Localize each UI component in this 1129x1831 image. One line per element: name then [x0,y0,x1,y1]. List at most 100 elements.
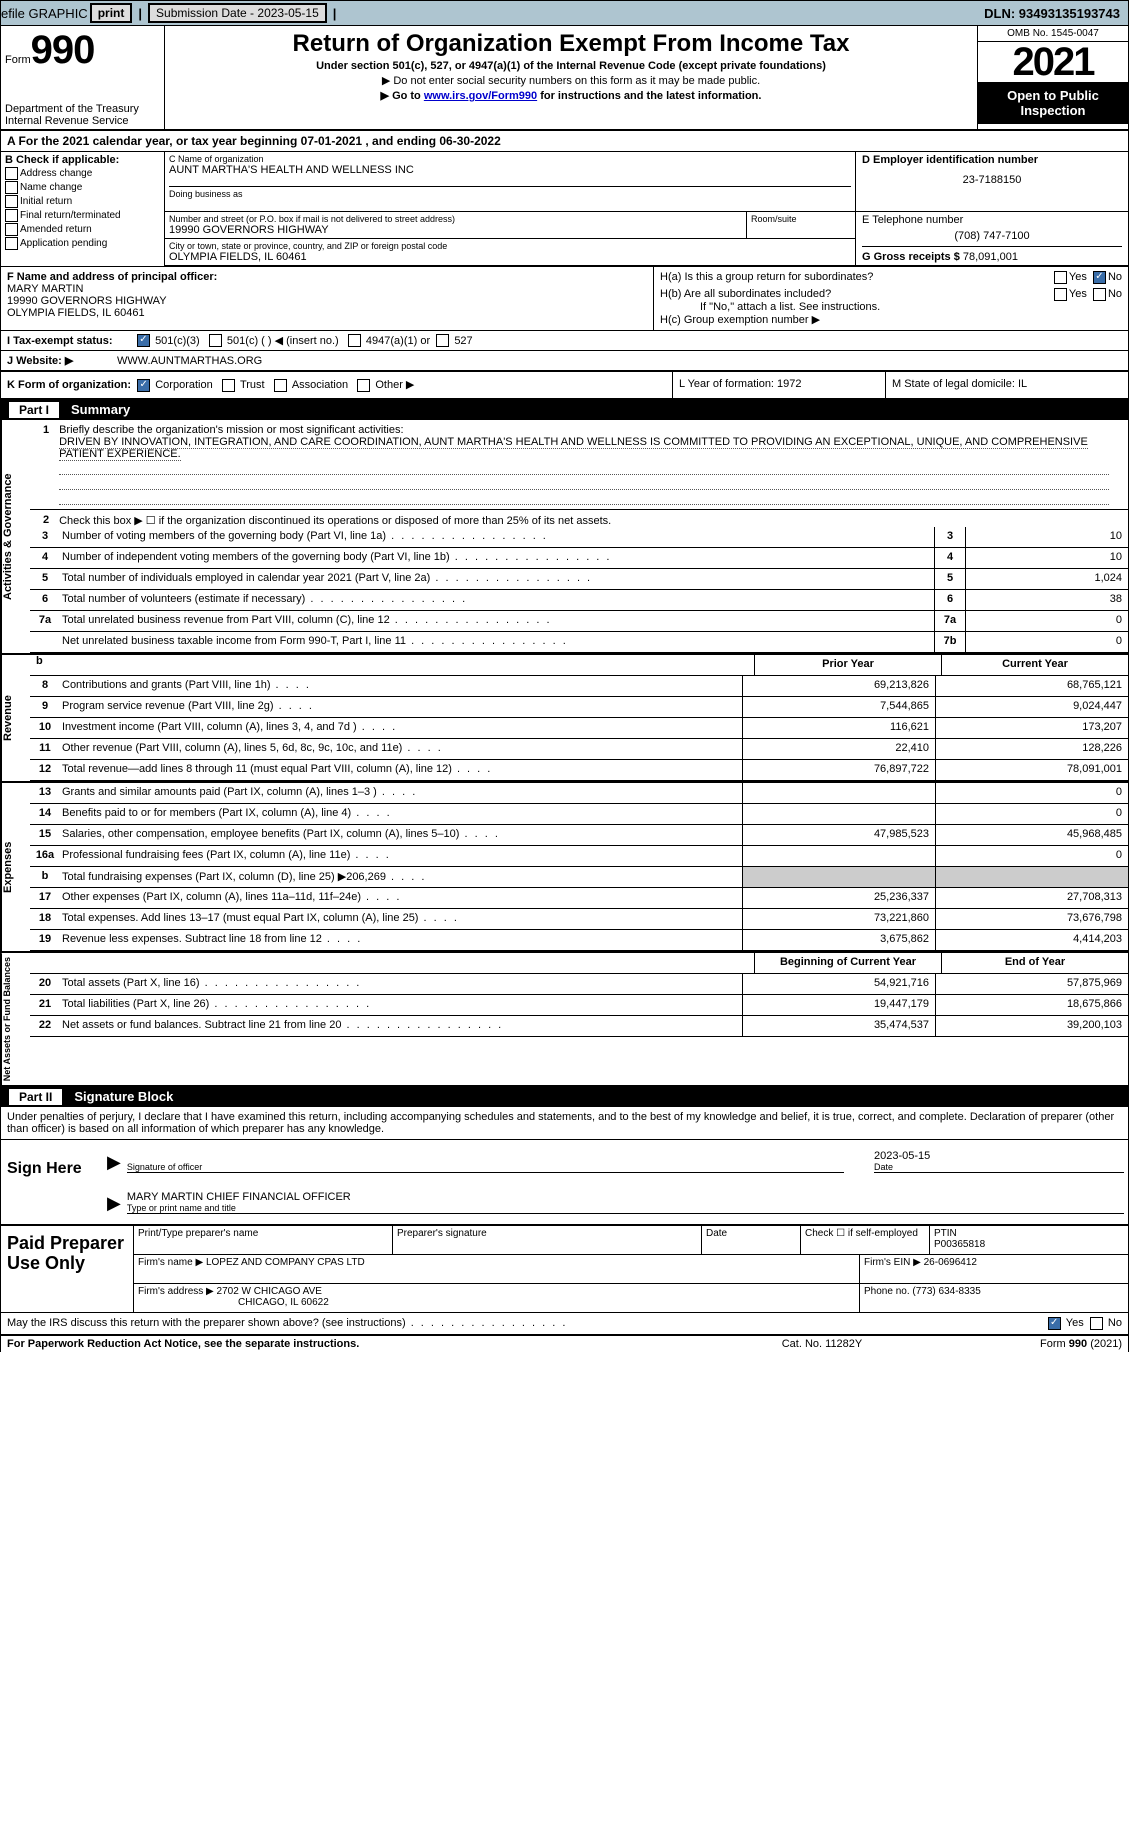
gross-receipts-label: G Gross receipts $ [862,251,960,263]
vtab-expenses: Expenses [1,783,30,951]
note-ssn: ▶ Do not enter social security numbers o… [171,74,971,87]
vtab-netassets: Net Assets or Fund Balances [1,953,30,1085]
netassets-row: 22Net assets or fund balances. Subtract … [30,1016,1128,1037]
checkbox-ha-no[interactable] [1093,271,1106,284]
phone-caption: E Telephone number [862,214,1122,226]
print-button[interactable]: print [90,3,133,23]
eoy-header: End of Year [941,953,1128,973]
form-footer: Form 990 (2021) [922,1338,1122,1350]
prior-year-header: Prior Year [754,655,941,675]
summary-row: 4Number of independent voting members of… [30,548,1128,569]
gross-receipts-value: 78,091,001 [963,251,1018,263]
sig-arrow-icon-2: ▶ [107,1193,121,1214]
checkbox-527[interactable] [436,334,449,347]
period-row: A For the 2021 calendar year, or tax yea… [1,131,1128,152]
h-b-label: H(b) Are all subordinates included? [660,288,1054,301]
firm-phone: (773) 634-8335 [912,1286,980,1297]
netassets-row: 20Total assets (Part X, line 16)54,921,7… [30,974,1128,995]
city-caption: City or town, state or province, country… [169,241,447,251]
summary-row: 5Total number of individuals employed in… [30,569,1128,590]
officer-name-label: Type or print name and title [127,1203,236,1213]
firm-ein-label: Firm's EIN ▶ [864,1257,921,1268]
sig-arrow-icon: ▶ [107,1152,121,1173]
org-name: AUNT MARTHA'S HEALTH AND WELLNESS INC [169,164,851,176]
checkbox-hb-no[interactable] [1093,288,1106,301]
street-value: 19990 GOVERNORS HIGHWAY [169,224,329,236]
dba-caption: Doing business as [169,186,851,199]
tax-year: 2021 [978,42,1128,82]
prep-name-label: Print/Type preparer's name [134,1226,393,1254]
h-c-label: H(c) Group exemption number ▶ [660,313,1122,326]
checkbox-corp[interactable] [137,379,150,392]
ein-caption: D Employer identification number [862,154,1122,166]
checkbox-discuss-no[interactable] [1090,1317,1103,1330]
tax-exempt-label: I Tax-exempt status: [7,335,137,347]
expense-row: 13Grants and similar amounts paid (Part … [30,783,1128,804]
expense-row: 19Revenue less expenses. Subtract line 1… [30,930,1128,951]
checkbox-discuss-yes[interactable] [1048,1317,1061,1330]
firm-name: LOPEZ AND COMPANY CPAS LTD [206,1257,365,1268]
officer-addr1: 19990 GOVERNORS HIGHWAY [7,295,167,307]
revenue-row: 12Total revenue—add lines 8 through 11 (… [30,760,1128,781]
q2-label: Check this box ▶ ☐ if the organization d… [59,514,1109,527]
checkbox-trust[interactable] [222,379,235,392]
checkbox-ha-yes[interactable] [1054,271,1067,284]
checkbox-app-pending[interactable] [5,237,18,250]
checkbox-501c[interactable] [209,334,222,347]
checkbox-initial-return[interactable] [5,195,18,208]
ein-value: 23-7188150 [862,174,1122,186]
expense-row: 15Salaries, other compensation, employee… [30,825,1128,846]
revenue-row: 10Investment income (Part VIII, column (… [30,718,1128,739]
summary-row: 3Number of voting members of the governi… [30,527,1128,548]
irs-link[interactable]: www.irs.gov/Form990 [424,90,537,102]
firm-addr2: CHICAGO, IL 60622 [238,1297,329,1308]
form-word: Form [5,54,31,66]
open-to-public: Open to Public Inspection [978,82,1128,124]
officer-name: MARY MARTIN [7,283,83,295]
checkbox-501c3[interactable] [137,334,150,347]
prep-date-label: Date [702,1226,801,1254]
form-subtitle: Under section 501(c), 527, or 4947(a)(1)… [171,60,971,72]
checkbox-assoc[interactable] [274,379,287,392]
org-name-caption: C Name of organization [169,154,851,164]
expense-row: bTotal fundraising expenses (Part IX, co… [30,867,1128,888]
sig-date-value: 2023-05-15 [874,1150,1124,1162]
cat-no: Cat. No. 11282Y [722,1338,922,1350]
firm-addr-label: Firm's address ▶ [138,1286,214,1297]
firm-phone-label: Phone no. [864,1286,910,1297]
summary-row: Net unrelated business taxable income fr… [30,632,1128,653]
checkbox-other[interactable] [357,379,370,392]
revenue-row: 11Other revenue (Part VIII, column (A), … [30,739,1128,760]
vtab-revenue: Revenue [1,655,30,781]
summary-row: 6Total number of volunteers (estimate if… [30,590,1128,611]
revenue-row: 8Contributions and grants (Part VIII, li… [30,676,1128,697]
ptin-value: P00365818 [934,1239,985,1250]
city-value: OLYMPIA FIELDS, IL 60461 [169,251,307,263]
summary-row: 7aTotal unrelated business revenue from … [30,611,1128,632]
checkbox-name-change[interactable] [5,181,18,194]
year-formation: L Year of formation: 1972 [672,372,885,398]
irs-label: Internal Revenue Service [5,115,160,127]
checkbox-address-change[interactable] [5,167,18,180]
phone-value: (708) 747-7100 [862,230,1122,242]
checkbox-amended[interactable] [5,223,18,236]
dln: DLN: 93493135193743 [984,6,1120,21]
expense-row: 16aProfessional fundraising fees (Part I… [30,846,1128,867]
website-label: J Website: ▶ [7,354,117,367]
revenue-row: 9Program service revenue (Part VIII, lin… [30,697,1128,718]
prep-sig-label: Preparer's signature [393,1226,702,1254]
part-1-header: Part ISummary [1,400,1128,420]
h-b-note: If "No," attach a list. See instructions… [700,301,1122,313]
dept-treasury: Department of the Treasury [5,103,160,115]
checkbox-final-return[interactable] [5,209,18,222]
sign-here-label: Sign Here [1,1140,103,1224]
checkbox-hb-yes[interactable] [1054,288,1067,301]
q1-label: Briefly describe the organization's miss… [59,424,403,436]
top-toolbar: efile GRAPHIC print | Submission Date - … [1,0,1128,26]
section-b-heading: B Check if applicable: [5,154,160,166]
expense-row: 18Total expenses. Add lines 13–17 (must … [30,909,1128,930]
vtab-activities: Activities & Governance [1,420,30,653]
discuss-label: May the IRS discuss this return with the… [7,1317,1048,1330]
form-org-label: K Form of organization: [7,379,131,391]
checkbox-4947[interactable] [348,334,361,347]
